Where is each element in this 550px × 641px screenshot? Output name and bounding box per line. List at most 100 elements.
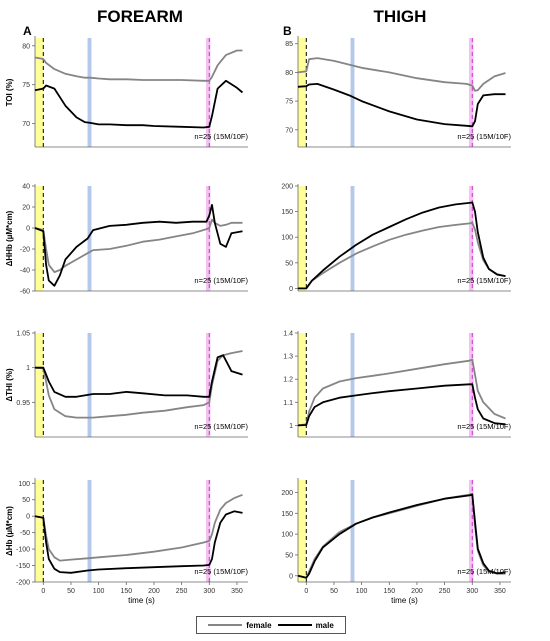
series-line-female [34,493,243,562]
y-tick-label: 200 [281,490,293,497]
legend-line-female [208,624,243,626]
y-tick-label: -60 [20,289,30,296]
sample-size-note: n=25 (15M/10F) [194,276,248,285]
y-tick-label: 0 [26,226,30,233]
series-line-female [297,358,506,427]
series-line-male [34,510,243,574]
panel-thigh-toi: 70 75 80 85 n=25 (15M/10F) [285,36,511,148]
y-tick-label: 1.4 [283,331,293,338]
x-axis-label: time (s) [391,596,418,605]
series-line-male [297,493,506,579]
legend-item-female: female [208,620,272,630]
series-line-male [297,83,506,128]
y-axis-label: ΔHb (µM*cm) [5,506,14,556]
legend-line-male [277,624,312,626]
y-tick-label: 1 [26,365,30,372]
y-tick-label: 200 [281,184,293,191]
y-tick-label: 100 [281,235,293,242]
x-tick-label: 350 [231,588,243,595]
midpoint-band [350,186,355,291]
y-tick-label: 0 [289,573,293,580]
x-axis-label: time (s) [128,596,155,605]
baseline-band [35,38,44,147]
x-tick-label: 300 [203,588,215,595]
series-line-female [34,218,243,274]
baseline-band [298,480,307,582]
y-tick-label: 75 [22,82,30,89]
series-line-female [34,49,243,82]
baseline-band [35,186,44,291]
y-tick-label: 50 [285,552,293,559]
legend-item-male: male [277,621,334,630]
x-tick-label: 100 [356,588,368,595]
y-tick-label: -150 [16,563,30,570]
baseline-band [298,38,307,147]
col-title-forearm: FOREARM [97,7,183,26]
baseline-band [35,480,44,582]
y-tick-label: 0 [289,286,293,293]
y-tick-label: 85 [285,41,293,48]
series-line-male [34,203,243,287]
panel-forearm-toi: 70 75 80 TOI (%) n=25 (15M/10F) [5,36,248,148]
y-tick-label: 0 [26,514,30,521]
y-tick-label: 70 [22,121,30,128]
x-tick-label: 100 [93,588,105,595]
midpoint-band [350,480,355,582]
y-tick-label: 1.2 [283,377,293,384]
x-tick-label: 200 [411,588,423,595]
y-tick-label: 1 [289,423,293,430]
baseline-band [298,333,307,437]
y-tick-label: 1.3 [283,354,293,361]
y-tick-label: 40 [22,184,30,191]
x-tick-label: 200 [148,588,160,595]
x-tick-label: 50 [330,588,338,595]
y-tick-label: 1.1 [283,400,293,407]
y-tick-label: 50 [22,497,30,504]
y-tick-label: 80 [285,70,293,77]
series-line-male [298,201,506,290]
sample-size-note: n=25 (15M/10F) [194,422,248,431]
midpoint-band [350,38,355,147]
y-tick-label: 100 [18,481,30,488]
midpoint-band [87,480,92,582]
x-tick-label: 250 [176,588,188,595]
y-tick-label: 70 [285,127,293,134]
recovery-band [468,186,474,291]
x-tick-label: 250 [439,588,451,595]
series-line-male [297,383,506,427]
x-tick-label: 150 [383,588,395,595]
baseline-band [35,333,44,437]
series-line-female [297,57,506,92]
recovery-band [205,186,211,291]
y-tick-label: -200 [16,580,30,587]
x-tick-label: 300 [466,588,478,595]
series-line-male [35,354,243,398]
midpoint-band [87,38,92,147]
y-axis-label: TOI (%) [5,78,14,106]
y-tick-label: 150 [281,209,293,216]
y-axis-label: ΔTHI (%) [5,368,14,402]
midpoint-band [350,333,355,437]
panel-forearm-thi: 0.95 1 1.05 ΔTHI (%) n=25 (15M/10F) [5,331,248,438]
legend: female male [196,616,346,634]
legend-label-female: female [246,620,272,630]
baseline-band [298,186,307,291]
panels: 70 75 80 TOI (%) n=25 (15M/10F) -60 -40 -200 20 4… [5,36,511,605]
col-title-thigh: THIGH [374,7,427,26]
midpoint-band [87,186,92,291]
y-tick-label: 1.05 [16,331,30,338]
y-tick-label: 100 [281,532,293,539]
midpoint-band [87,333,92,437]
x-tick-label: 150 [120,588,132,595]
panel-letter-a: A [23,24,32,38]
recovery-band [205,480,211,582]
y-tick-label: 20 [22,205,30,212]
panel-thigh-hb: 0 50 100 150 200 0 50 100 150 200 250 300 350 time (s… [281,478,511,605]
y-tick-label: -50 [20,530,30,537]
y-tick-label: 75 [285,99,293,106]
sample-size-note: n=25 (15M/10F) [194,567,248,576]
sample-size-note: n=25 (15M/10F) [194,132,248,141]
sample-size-note: n=25 (15M/10F) [457,422,511,431]
y-tick-label: -40 [20,268,30,275]
x-tick-label: 350 [494,588,506,595]
